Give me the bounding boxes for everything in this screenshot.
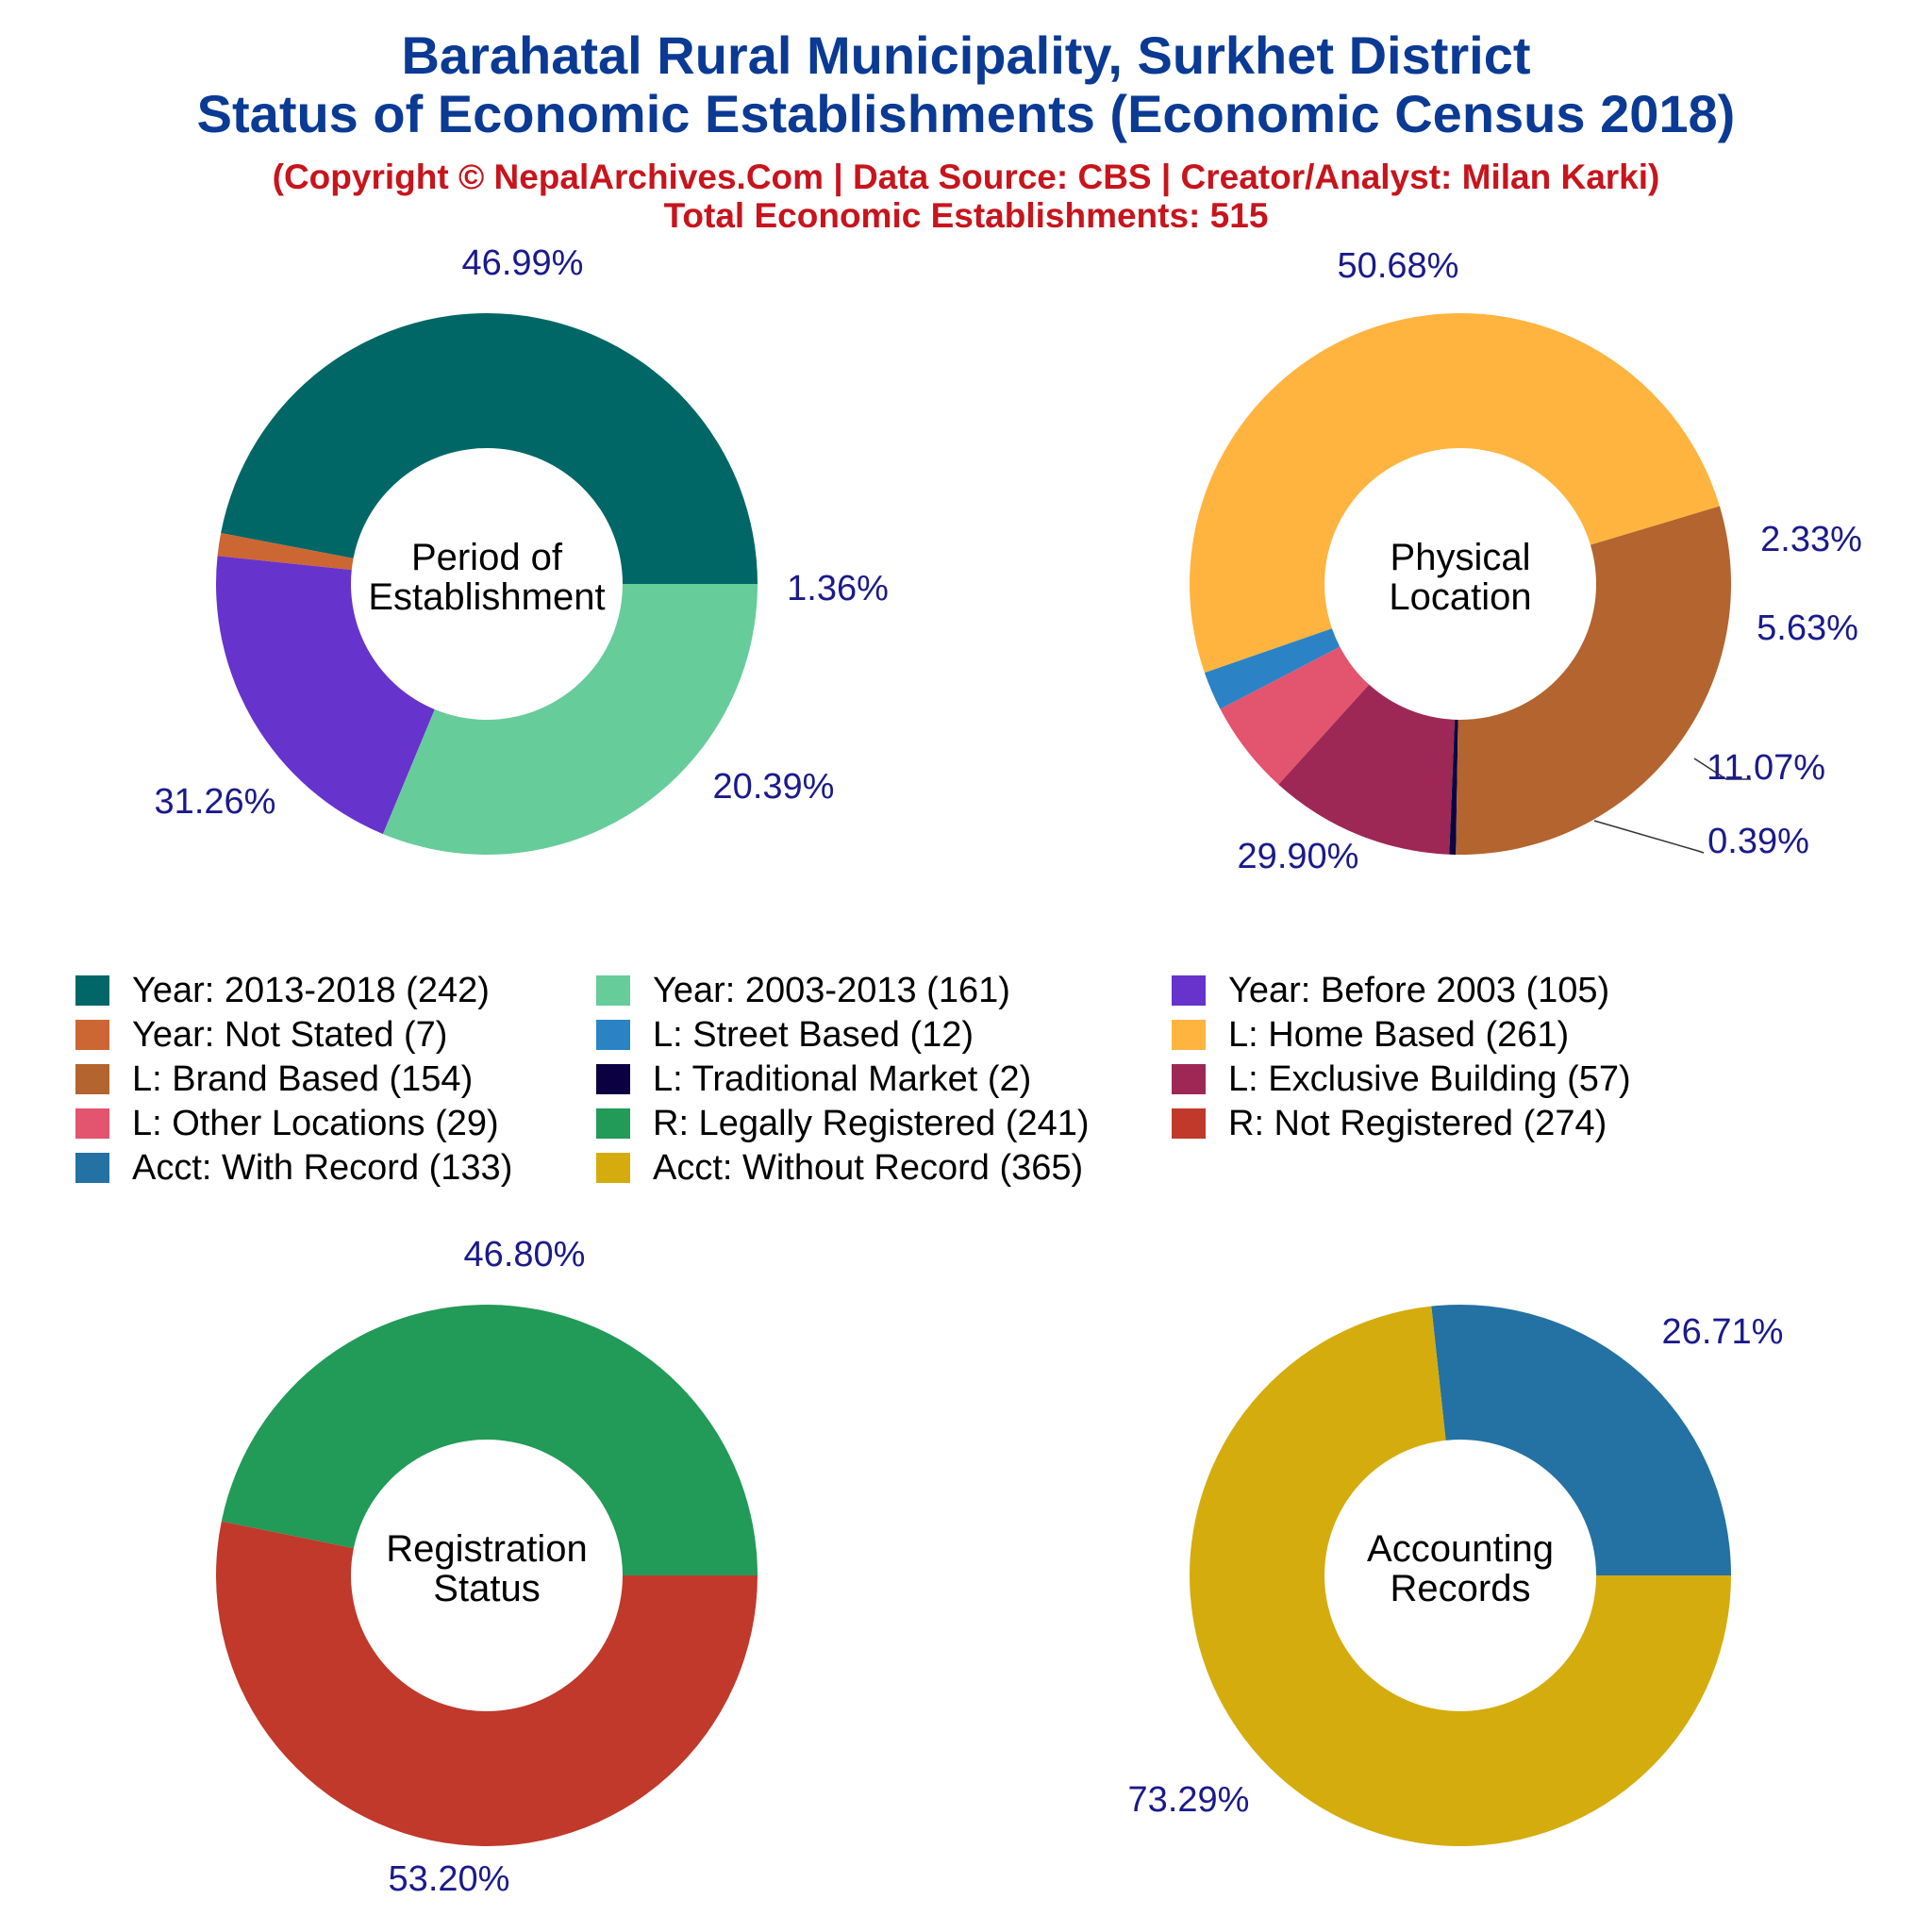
percent-label-2-1: 50.68% [1338,246,1459,286]
legend-swatch [1172,1108,1206,1139]
center-label-4-line-1: Accounting [1367,1528,1554,1570]
percent-label-1-4: 31.26% [155,782,276,822]
legend-item: Year: Before 2003 (105) [1172,970,1609,1011]
donut-slice-3-2 [216,1521,758,1846]
legend-label: Year: 2013-2018 (242) [132,970,490,1010]
legend-item: Year: Not Stated (7) [75,1014,447,1056]
legend-swatch [75,975,109,1006]
donut-slice-1-1 [221,312,758,584]
legend-swatch [596,975,630,1006]
legend-item: R: Legally Registered (241) [596,1103,1090,1144]
legend-swatch [596,1064,630,1094]
legend-item: L: Home Based (261) [1172,1014,1569,1056]
legend-label: L: Exclusive Building (57) [1228,1058,1631,1099]
donut-slice-4-1 [1431,1305,1731,1575]
legend-swatch [1172,975,1206,1006]
donut-chart-1: 46.99% 1.36% 20.39% 31.26% Period ofEstablis… [155,243,889,855]
percent-label-2-4: 11.07% [1707,748,1825,788]
legend-label: R: Not Registered (274) [1228,1103,1607,1143]
legend-swatch [75,1064,109,1094]
donut-slice-2-4 [1278,684,1456,855]
donut-slice-1-2 [217,533,354,571]
legend-swatch [1172,1020,1206,1050]
center-label-3-line-2: Status [433,1568,540,1609]
donut-slice-2-1 [1190,313,1720,674]
percent-label-2-5: 0.39% [1707,822,1809,861]
legend-swatch [75,1020,109,1050]
donut-slice-2-3 [1220,646,1370,785]
legend-item: L: Traditional Market (2) [596,1058,1031,1100]
chart-title-line-2: Status of Economic Establishments (Econo… [196,84,1736,143]
chart-title-line-1: Barahatal Rural Municipality, Surkhet Di… [401,25,1531,85]
center-label-3-line-1: Registration [386,1528,587,1570]
legend-swatch [596,1020,630,1050]
percent-label-3-1: 46.80% [464,1235,586,1274]
center-label-2-line-1: Physical [1391,537,1531,578]
legend-label: R: Legally Registered (241) [653,1103,1090,1143]
percent-label-2-3: 5.63% [1757,608,1858,648]
legend-item: Year: 2003-2013 (161) [596,970,1010,1011]
donut-slice-3-1 [221,1304,758,1575]
center-label-1-line-1: Period of [411,537,563,578]
donut-slice-4-2 [1190,1306,1731,1846]
legend-item: L: Other Locations (29) [75,1103,499,1144]
legend-item: L: Exclusive Building (57) [1172,1058,1631,1100]
percent-label-1-3: 20.39% [713,767,835,807]
legend-swatch [75,1153,109,1183]
donut-slice-2-5 [1449,719,1458,855]
percent-label-1-1: 46.99% [462,243,584,283]
legend-label: Year: Before 2003 (105) [1228,970,1610,1010]
donut-slice-1-3 [216,556,435,835]
legend-item: L: Street Based (12) [596,1014,974,1056]
legend-item: Year: 2013-2018 (242) [75,970,490,1011]
legend-swatch [1172,1064,1206,1094]
center-label-4-line-2: Records [1391,1568,1531,1609]
legend-label: Acct: Without Record (365) [653,1147,1084,1188]
leader-line-2-4 [1693,758,1751,780]
percent-label-4-1: 26.71% [1662,1312,1784,1352]
donut-slice-2-6 [1456,506,1731,855]
copyright-note: (Copyright © NepalArchives.Com | Data So… [272,158,1660,196]
donut-slice-1-4 [382,584,758,855]
percent-label-1-2: 1.36% [787,569,889,608]
legend-swatch [75,1108,109,1139]
legend-label: L: Home Based (261) [1228,1014,1570,1055]
legend-label: L: Brand Based (154) [132,1058,474,1099]
percent-label-2-2: 2.33% [1760,520,1862,559]
legend-swatch [596,1108,630,1139]
donut-slice-2-2 [1204,628,1341,709]
total-establishments: Total Economic Establishments: 515 [663,196,1269,235]
legend-item: R: Not Registered (274) [1172,1103,1607,1144]
legend-label: L: Other Locations (29) [132,1103,499,1143]
percent-label-4-2: 73.29% [1128,1780,1250,1820]
legend-label: Acct: With Record (133) [132,1147,513,1188]
legend-label: L: Traditional Market (2) [653,1058,1032,1099]
center-label-1-line-2: Establishment [368,576,605,618]
percent-label-3-2: 53.20% [389,1859,510,1899]
donut-chart-2: 50.68% 2.33% 5.63% 11.07% 0.39% 29.90% Physica… [1190,246,1862,876]
legend-label: L: Street Based (12) [653,1014,974,1055]
leader-line-2-5 [1593,820,1705,854]
legend-item: Acct: Without Record (365) [596,1147,1083,1189]
legend-item: L: Brand Based (154) [75,1058,473,1100]
legend-swatch [596,1153,630,1183]
percent-label-2-6: 29.90% [1238,837,1359,876]
center-label-2-line-2: Location [1389,576,1531,618]
legend-item: Acct: With Record (133) [75,1147,512,1189]
legend-label: Year: 2003-2013 (161) [653,970,1010,1010]
legend-label: Year: Not Stated (7) [132,1014,448,1055]
